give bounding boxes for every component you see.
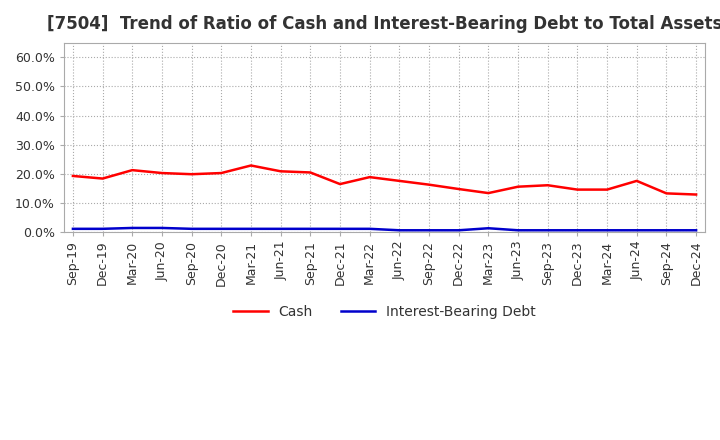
Interest-Bearing Debt xyxy=(158,225,166,231)
Title: [7504]  Trend of Ratio of Cash and Interest-Bearing Debt to Total Assets: [7504] Trend of Ratio of Cash and Intere… xyxy=(47,15,720,33)
Cash xyxy=(632,178,641,183)
Cash xyxy=(365,175,374,180)
Cash xyxy=(692,192,701,197)
Cash xyxy=(662,191,671,196)
Interest-Bearing Debt xyxy=(692,227,701,233)
Line: Interest-Bearing Debt: Interest-Bearing Debt xyxy=(73,228,696,230)
Interest-Bearing Debt xyxy=(276,226,285,231)
Interest-Bearing Debt xyxy=(454,227,463,233)
Interest-Bearing Debt xyxy=(217,226,225,231)
Cash xyxy=(544,183,552,188)
Interest-Bearing Debt xyxy=(365,226,374,231)
Cash xyxy=(514,184,523,189)
Cash xyxy=(454,187,463,192)
Cash xyxy=(573,187,582,192)
Interest-Bearing Debt xyxy=(68,226,77,231)
Interest-Bearing Debt xyxy=(425,227,433,233)
Line: Cash: Cash xyxy=(73,165,696,194)
Cash xyxy=(336,181,344,187)
Cash xyxy=(158,170,166,176)
Cash xyxy=(217,170,225,176)
Interest-Bearing Debt xyxy=(306,226,315,231)
Legend: Cash, Interest-Bearing Debt: Cash, Interest-Bearing Debt xyxy=(228,299,541,324)
Interest-Bearing Debt xyxy=(187,226,196,231)
Cash xyxy=(425,182,433,187)
Interest-Bearing Debt xyxy=(514,227,523,233)
Interest-Bearing Debt xyxy=(336,226,344,231)
Interest-Bearing Debt xyxy=(247,226,256,231)
Cash xyxy=(187,172,196,177)
Interest-Bearing Debt xyxy=(632,227,641,233)
Cash xyxy=(484,191,492,196)
Cash xyxy=(276,169,285,174)
Cash xyxy=(128,168,137,173)
Cash xyxy=(306,170,315,175)
Interest-Bearing Debt xyxy=(99,226,107,231)
Interest-Bearing Debt xyxy=(484,226,492,231)
Interest-Bearing Debt xyxy=(128,225,137,231)
Interest-Bearing Debt xyxy=(544,227,552,233)
Cash xyxy=(68,173,77,179)
Cash xyxy=(395,178,404,183)
Interest-Bearing Debt xyxy=(573,227,582,233)
Interest-Bearing Debt xyxy=(603,227,611,233)
Cash xyxy=(99,176,107,181)
Cash xyxy=(603,187,611,192)
Cash xyxy=(247,163,256,168)
Interest-Bearing Debt xyxy=(662,227,671,233)
Interest-Bearing Debt xyxy=(395,227,404,233)
